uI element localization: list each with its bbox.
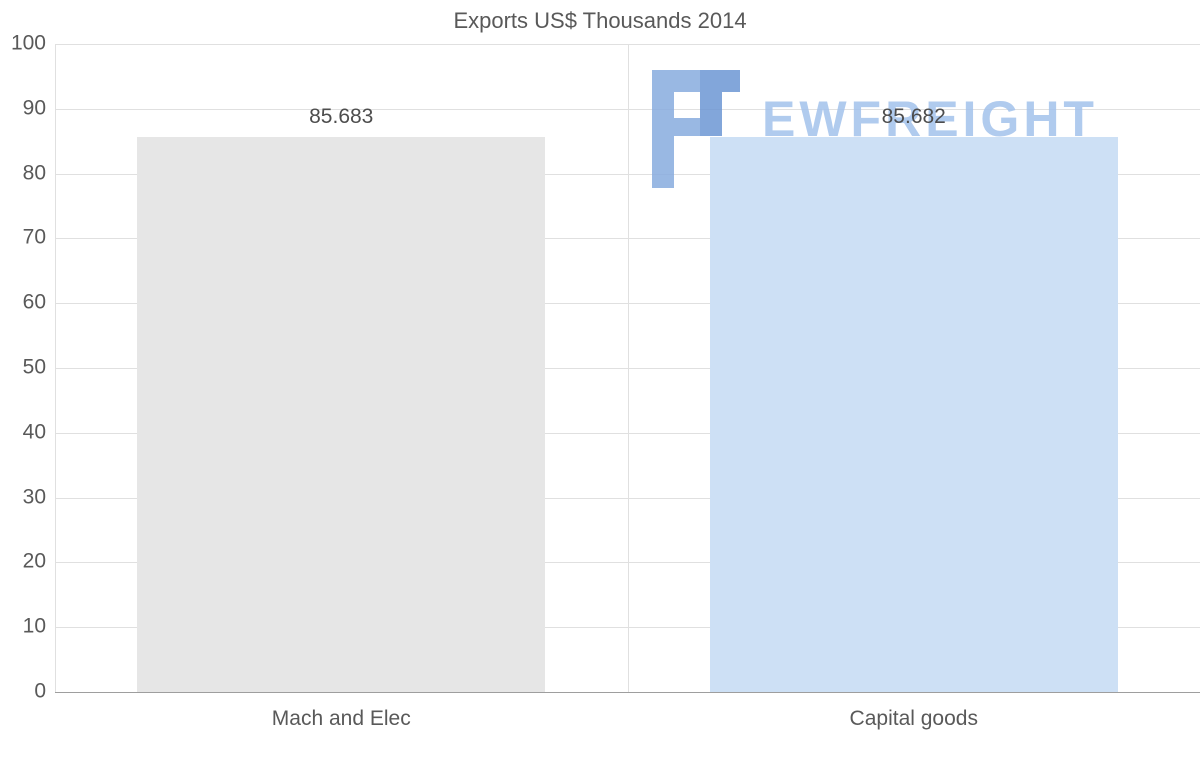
y-tick-label: 30 bbox=[22, 485, 46, 509]
bar-capital-goods bbox=[709, 136, 1118, 692]
y-tick-label: 10 bbox=[22, 614, 46, 638]
chart-title: Exports US$ Thousands 2014 bbox=[453, 8, 747, 33]
y-tick-label: 0 bbox=[34, 679, 46, 703]
bar-value-label: 85.682 bbox=[881, 104, 946, 128]
y-tick-label: 90 bbox=[22, 96, 46, 120]
x-axis-label: Mach and Elec bbox=[271, 707, 411, 730]
bar-mach-and-elec bbox=[137, 136, 546, 692]
y-tick-label: 60 bbox=[22, 290, 46, 314]
y-tick-label: 20 bbox=[22, 549, 46, 573]
y-tick-label: 80 bbox=[22, 161, 46, 185]
y-tick-label: 70 bbox=[22, 225, 46, 249]
y-tick-label: 50 bbox=[22, 355, 46, 379]
y-tick-label: 40 bbox=[22, 420, 46, 444]
x-axis-label: Capital goods bbox=[849, 707, 978, 730]
y-tick-label: 100 bbox=[10, 31, 46, 55]
vertical-gridline bbox=[627, 44, 629, 692]
vertical-gridline bbox=[55, 44, 56, 692]
x-axis-line bbox=[55, 692, 1200, 693]
bar-value-label: 85.683 bbox=[309, 104, 374, 128]
